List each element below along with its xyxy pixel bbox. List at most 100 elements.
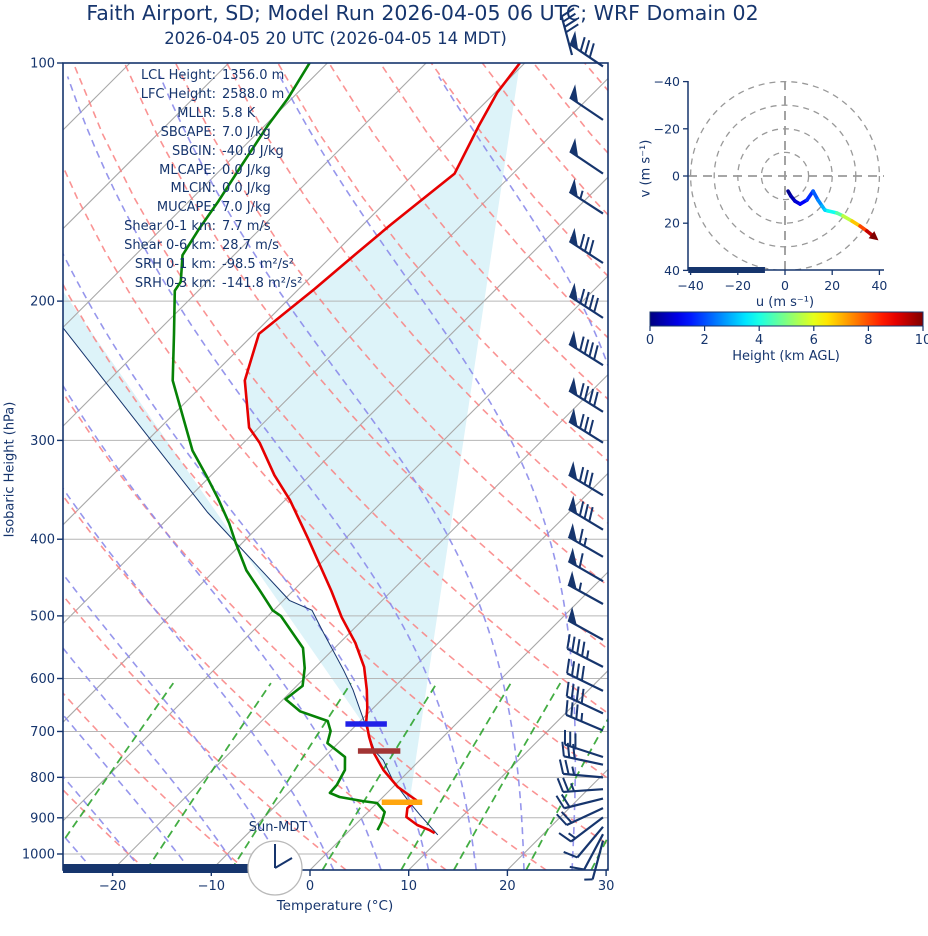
tick-label: 0	[306, 879, 314, 894]
stat-row: Shear 0-1 km: 7.7 m/s	[70, 218, 302, 237]
stat-value: 2588.0 m	[222, 86, 285, 102]
tick-label: 400	[30, 533, 55, 548]
wind-barb-icon	[584, 840, 605, 881]
tick-label: 10	[400, 879, 417, 894]
tick-label: 20	[664, 216, 680, 231]
stat-label: MUCAPE:	[156, 200, 216, 216]
stat-label: Shear 0-6 km:	[124, 238, 216, 254]
trace-arrow-head	[868, 231, 879, 241]
height-colorbar: 0 2 4 6 8 10	[646, 311, 928, 348]
wind-barb-icon	[567, 606, 604, 641]
tick-label: −10	[198, 879, 225, 894]
stat-value: 7.0 J/kg	[222, 200, 271, 216]
stat-value: 0.0 J/kg	[222, 181, 271, 197]
page-title: Faith Airport, SD; Model Run 2026-04-05 …	[86, 1, 759, 25]
wind-barb-icon	[568, 495, 604, 531]
stat-value: -98.5 m²/s²	[222, 257, 295, 273]
stat-value: 28.7 m/s	[222, 238, 279, 254]
tick-label: 6	[810, 333, 818, 348]
tick-label: 10	[915, 333, 928, 348]
wind-barb-icon	[568, 408, 604, 444]
stat-value: -40.0 J/kg	[222, 143, 284, 159]
stat-label: LCL Height:	[140, 68, 216, 83]
temperature-curve	[243, 63, 521, 835]
wind-barb-icon	[568, 330, 604, 367]
wind-barb-icon	[567, 547, 604, 583]
stat-value: 0.0 J/kg	[222, 162, 271, 178]
tick-label: 0	[672, 169, 680, 184]
wind-barb-icon	[565, 700, 604, 732]
surface-ground-bar	[63, 864, 253, 873]
stat-value: 5.8 K	[222, 105, 256, 121]
wind-barb-icon	[569, 137, 604, 175]
colorbar-label: Height (km AGL)	[732, 349, 840, 364]
tick-label: 4	[755, 333, 763, 348]
stat-row: SRH 0-3 km: -141.8 m²/s²	[70, 275, 302, 294]
stat-value: 7.0 J/kg	[222, 124, 271, 140]
skewt-x-axis-label: Temperature (°C)	[276, 898, 394, 914]
sun-clock-icon	[247, 840, 303, 896]
stat-label: SRH 0-1 km:	[134, 257, 216, 273]
tick-label: 500	[30, 609, 55, 624]
skewt-y-axis-label: Isobaric Height (hPa)	[2, 401, 18, 538]
stat-label: SBCAPE:	[160, 124, 216, 140]
skewt-background-lines	[63, 63, 608, 870]
stat-value: 7.7 m/s	[222, 219, 271, 235]
stat-row: SBCAPE: 7.0 J/kg	[70, 124, 302, 143]
tick-label: 40	[664, 263, 680, 278]
stat-row: SRH 0-1 km: -98.5 m²/s²	[70, 256, 302, 275]
stat-label: MLCAPE:	[159, 162, 216, 178]
stat-label: MLLR:	[177, 105, 216, 121]
hodograph-y-axis-label: v (m s⁻¹)	[638, 139, 654, 198]
wind-barb-icon	[558, 816, 604, 843]
dewpoint-curve	[171, 63, 386, 831]
wind-barb-icon	[568, 461, 604, 497]
tick-label: 700	[30, 725, 55, 740]
stat-value: -141.8 m²/s²	[222, 275, 303, 291]
sounding-stats-block: LCL Height: 1356.0 m LFC Height: 2588.0 m ML…	[70, 67, 302, 294]
tick-label: 600	[30, 672, 55, 687]
wind-barb-icon	[567, 523, 604, 558]
wind-barb-icon	[568, 377, 604, 413]
wind-barb-icon	[566, 658, 604, 692]
wind-barb-icon	[556, 777, 604, 794]
stat-label: Shear 0-1 km:	[124, 219, 216, 235]
tick-label: 800	[30, 771, 55, 786]
tick-label: 8	[864, 333, 872, 348]
tick-label: 1000	[22, 848, 55, 863]
skewt-axes-frame	[62, 62, 609, 871]
skewt-foreground: 100 200 300 400 500 600 700 800 900 1000 −20 −10 0 10…	[22, 57, 614, 895]
stat-row: MLCAPE: 0.0 J/kg	[70, 162, 302, 181]
wind-barb-column	[555, 7, 605, 881]
wind-barb-icon	[568, 227, 604, 264]
tick-label: 2	[700, 333, 708, 348]
wind-barb-icon	[569, 84, 604, 121]
stat-row: MLCIN: 0.0 J/kg	[70, 180, 302, 199]
stat-value: 1356.0 m	[222, 68, 285, 83]
tick-label: −20	[654, 121, 680, 136]
wind-barb-icon	[568, 178, 604, 215]
tick-label: 0	[781, 278, 789, 293]
tick-label: 0	[646, 333, 654, 348]
tick-label: −40	[677, 278, 703, 293]
tick-label: 20	[499, 879, 516, 894]
wind-barb-icon	[561, 741, 604, 766]
wind-barb-icon	[567, 570, 604, 605]
wind-barb-icon	[569, 833, 604, 871]
wind-barb-icon	[556, 807, 604, 827]
wind-barb-icon	[566, 634, 604, 668]
wind-barb-icon	[569, 30, 604, 68]
stat-label: SRH 0-3 km:	[134, 275, 216, 291]
wind-barb-icon	[558, 759, 604, 779]
tick-label: 200	[30, 295, 55, 310]
wind-barb-icon	[565, 681, 604, 715]
tick-label: −20	[725, 278, 751, 293]
tick-label: 20	[824, 278, 840, 293]
hodograph-wind-trace	[786, 189, 879, 241]
valid-time-subtitle: 2026-04-05 20 UTC (2026-04-05 14 MDT)	[164, 29, 507, 48]
tick-label: 30	[598, 879, 615, 894]
tick-label: 900	[30, 811, 55, 826]
stat-row: MLLR: 5.8 K	[70, 105, 302, 124]
